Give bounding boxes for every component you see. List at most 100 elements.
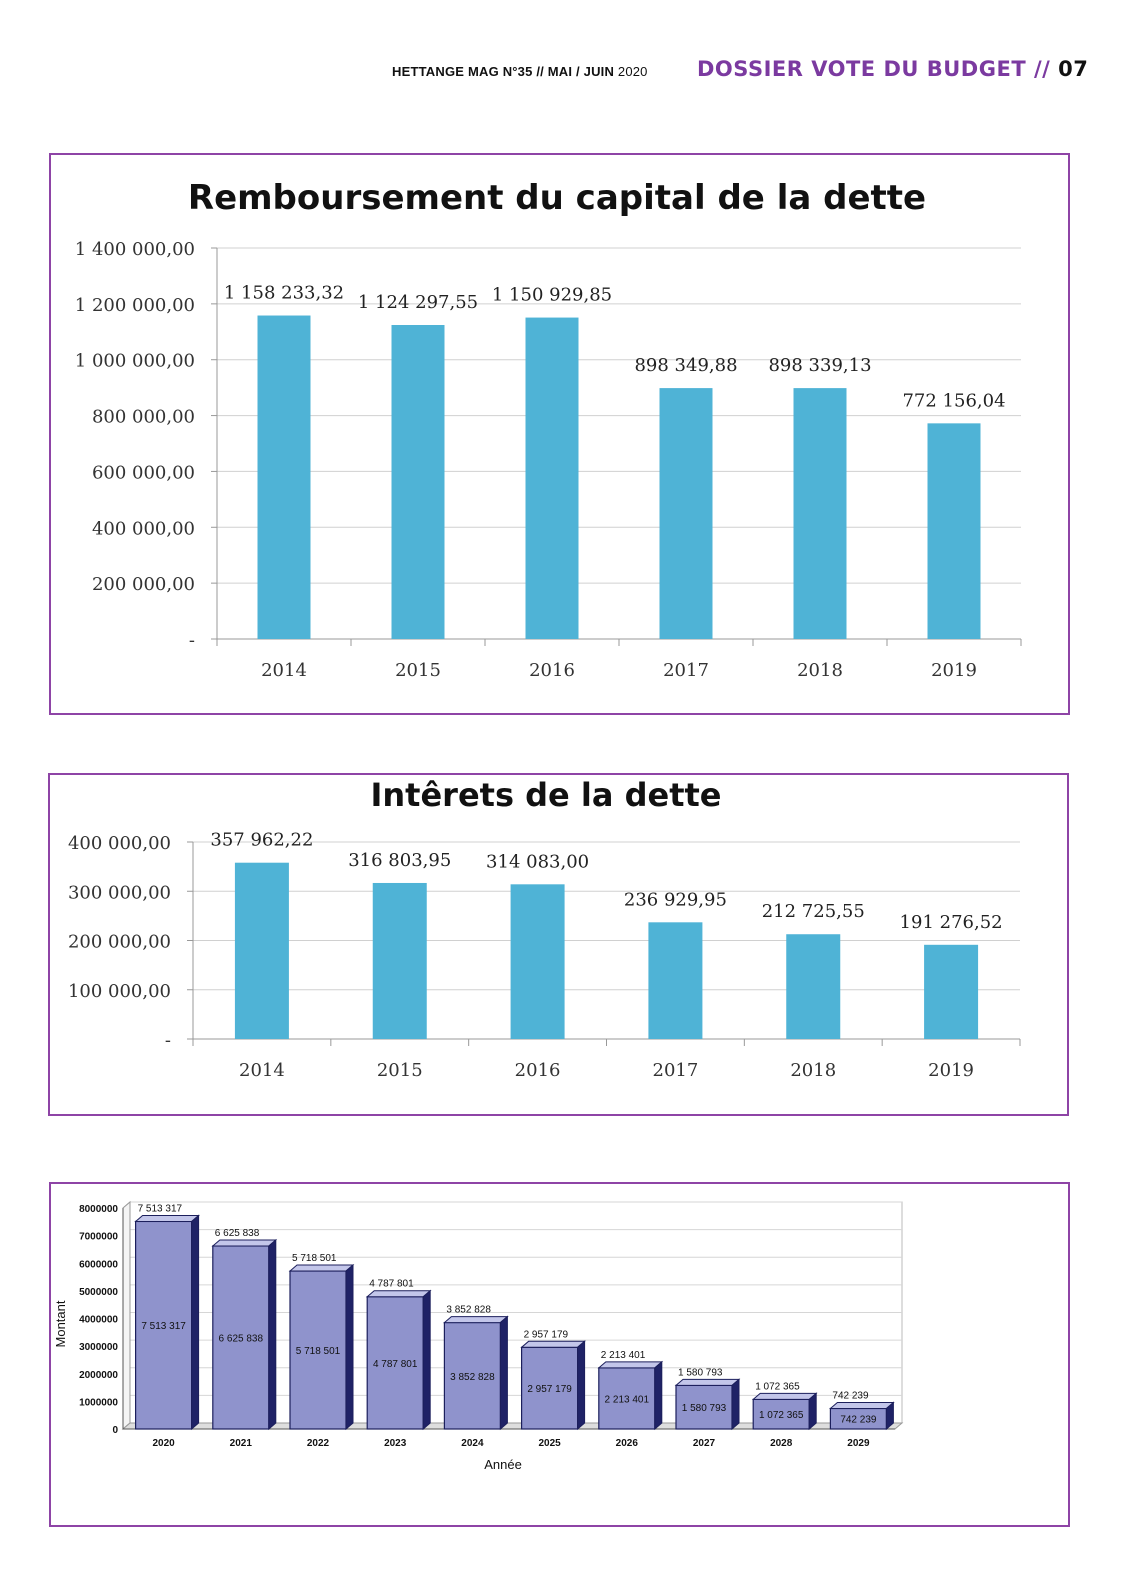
x-tick-label: 2028 [770,1438,793,1449]
data-label-top: 742 239 [832,1390,869,1401]
bar-side [654,1360,663,1431]
bar-side [422,1289,431,1431]
data-label: 1 158 233,32 [224,283,344,304]
data-label: 1 150 929,85 [492,285,612,306]
y-tick-label: - [189,630,195,651]
magazine-header: HETTANGE MAG N°35 // MAI / JUIN 2020 [392,64,648,79]
bar-side [499,1315,508,1431]
y-tick-label: 6000000 [79,1259,118,1270]
y-tick-label: 4000000 [79,1315,118,1326]
data-label: 1 124 297,55 [358,292,478,313]
bar [648,922,703,1039]
y-tick-label: 2000000 [79,1370,118,1381]
y-tick-label: 200 000,00 [92,574,195,595]
data-label-inside: 4 787 801 [373,1359,418,1370]
chart-annual-debt-state: Etat de la dette annuel en Euros01000000… [53,1200,904,1472]
x-tick-label: 2021 [230,1438,253,1449]
magazine-year: 2020 [617,64,648,79]
bar [786,934,841,1039]
data-label-inside: 2 957 179 [527,1384,572,1395]
chart-capital-repayment: Remboursement du capital de la dette - 200… [75,178,1022,681]
chart-debt-interest: Intêrets de la dette - 100 000,00 200 000,0… [68,776,1021,1081]
magazine-issue: HETTANGE MAG N°35 // MAI / JUIN [392,64,615,79]
data-label-top: 3 852 828 [446,1305,491,1316]
bar-top [443,1316,509,1324]
x-tick-label: 2024 [461,1438,484,1449]
data-label: 772 156,04 [902,390,1005,411]
bar-side [885,1401,894,1431]
y-tick-label: 0 [112,1425,118,1436]
x-tick-label: 2016 [529,660,575,681]
plot-side-wall [122,1200,131,1431]
data-label-top: 6 625 838 [215,1228,260,1239]
y-tick-label: 600 000,00 [92,462,195,483]
x-tick-label: 2017 [653,1060,699,1081]
data-label-inside: 3 852 828 [450,1372,495,1383]
data-label-top: 2 213 401 [601,1350,646,1361]
bar-top [288,1264,355,1272]
data-label-top: 4 787 801 [369,1279,414,1290]
data-label: 314 083,00 [486,851,589,872]
data-label-inside: 6 625 838 [219,1333,264,1344]
bar [525,317,579,639]
y-tick-label: 800 000,00 [92,407,195,428]
x-tick-label: 2023 [384,1438,407,1449]
data-label: 898 349,88 [634,355,737,376]
x-tick-label: 2029 [847,1438,870,1449]
bar-side [731,1378,740,1431]
bar-side [191,1214,200,1431]
data-label-inside: 1 072 365 [759,1410,804,1421]
chart-frame-debt-state: Etat de la dette annuel en Euros01000000… [49,1182,1070,1527]
y-tick-label: 1 200 000,00 [75,295,195,316]
data-label-top: 5 718 501 [292,1253,337,1264]
bar [391,324,445,639]
bar [257,315,311,639]
x-tick-label: 2020 [152,1438,175,1449]
bar-side [268,1238,277,1431]
x-tick-label: 2019 [931,660,977,681]
bar-top [211,1239,278,1247]
bar [924,944,979,1039]
data-label-inside: 2 213 401 [605,1394,650,1405]
y-tick-label: 200 000,00 [68,932,171,953]
y-tick-label: 5000000 [79,1287,118,1298]
x-tick-label: 2014 [239,1060,285,1081]
data-label-inside: 5 718 501 [296,1346,341,1357]
x-tick-label: 2016 [515,1060,561,1081]
x-tick-label: 2025 [538,1438,561,1449]
y-tick-label: 3000000 [79,1342,118,1353]
data-label-inside: 7 513 317 [141,1321,186,1332]
bar [793,388,847,639]
y-tick-label: 1000000 [79,1397,118,1408]
bar [927,423,981,639]
x-tick-label: 2027 [693,1438,716,1449]
x-tick-label: 2015 [377,1060,423,1081]
x-tick-label: 2014 [261,660,307,681]
x-tick-label: 2022 [307,1438,330,1449]
bar-side [808,1392,817,1431]
data-label: 357 962,22 [210,830,313,851]
bar-top [829,1401,895,1409]
data-label-top: 1 072 365 [755,1381,800,1392]
chart-title: Remboursement du capital de la dette [188,178,926,218]
bar [510,884,565,1039]
section-title: DOSSIER VOTE DU BUDGET // [697,57,1051,81]
x-tick-label: 2018 [790,1060,836,1081]
x-tick-label: 2026 [616,1438,639,1449]
y-tick-label: 400 000,00 [68,833,171,854]
x-tick-label: 2017 [663,660,709,681]
chart-title: Intêrets de la dette [370,776,721,814]
data-label: 898 339,13 [768,355,871,376]
bar [289,1270,347,1430]
bar [659,388,713,639]
data-label: 236 929,95 [624,889,727,910]
chart-frame-capital: Remboursement du capital de la dette - 200… [49,153,1070,715]
y-tick-label: - [165,1030,171,1051]
y-tick-label: 8000000 [79,1204,118,1215]
bar-top [674,1378,741,1386]
y-tick-label: 300 000,00 [68,882,171,903]
x-tick-label: 2015 [395,660,441,681]
y-axis-label: Montant [53,1300,68,1347]
bar-side [577,1340,586,1431]
y-tick-label: 7000000 [79,1232,118,1243]
